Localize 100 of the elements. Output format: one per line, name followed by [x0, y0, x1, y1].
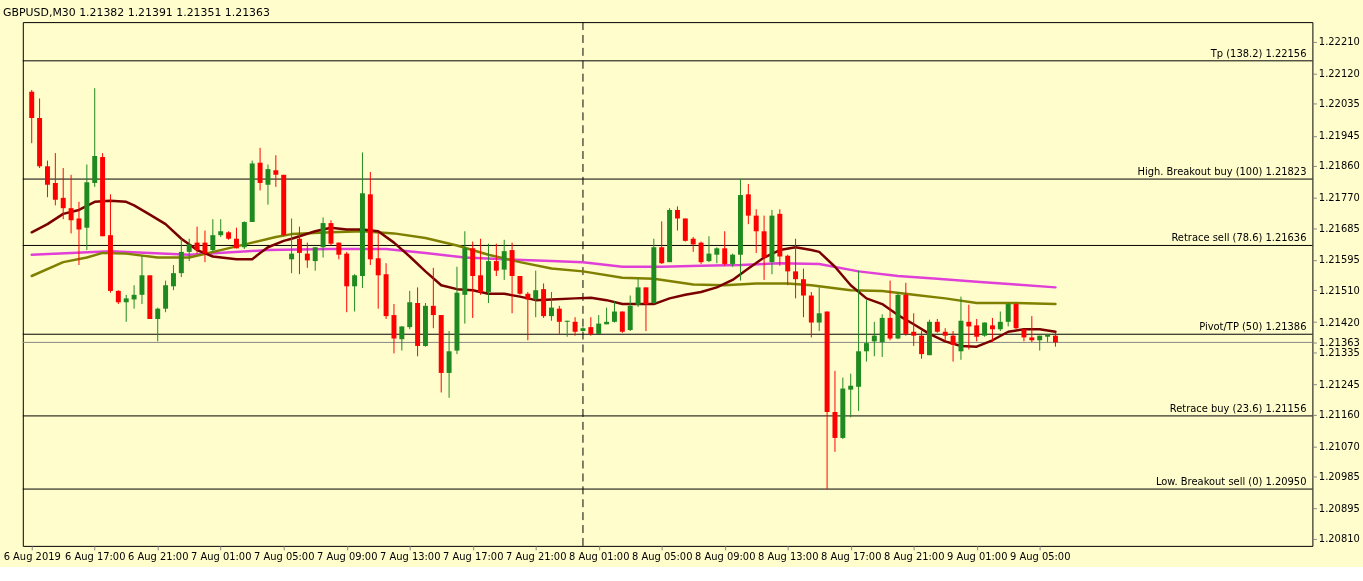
candlestick: [698, 241, 704, 265]
candlestick: [722, 230, 728, 267]
y-tick-label: 1.21363: [1318, 336, 1360, 348]
candlestick: [1005, 302, 1011, 327]
candlestick: [848, 373, 854, 418]
y-tick-label: 1.21245: [1318, 378, 1360, 390]
candlestick: [304, 242, 310, 269]
candlestick: [974, 318, 980, 342]
y-tick-label: 1.22210: [1318, 36, 1360, 48]
ref-line-label: Retrace sell (78.6) 1.21636: [1171, 232, 1307, 244]
x-tick-label: 8 Aug 21:00: [883, 551, 945, 563]
candlestick: [572, 316, 578, 337]
candlestick: [800, 268, 806, 318]
candlestick: [493, 243, 499, 277]
x-tick-label: 8 Aug 05:00: [631, 551, 693, 563]
candlestick: [643, 286, 649, 332]
candlestick: [265, 164, 271, 206]
candlestick: [478, 238, 484, 296]
candlestick: [674, 205, 680, 232]
y-tick-label: 1.20810: [1318, 533, 1360, 545]
x-tick-label: 7 Aug 17:00: [442, 551, 504, 563]
candlestick: [548, 291, 554, 322]
y-tick-label: 1.21685: [1318, 222, 1360, 234]
candlestick: [863, 299, 869, 363]
candlestick: [588, 316, 594, 337]
y-tick-label: 1.21770: [1318, 192, 1360, 204]
candlestick: [170, 264, 176, 291]
candlestick: [352, 273, 358, 313]
candlestick: [163, 280, 169, 313]
candlestick: [659, 220, 665, 265]
candlestick: [1029, 315, 1035, 343]
y-tick-label: 1.22120: [1318, 68, 1360, 80]
candlestick: [596, 314, 602, 335]
candlestick: [446, 330, 452, 399]
candlestick: [155, 307, 161, 342]
candlestick: [911, 312, 917, 347]
y-tick-label: 1.21945: [1318, 130, 1360, 142]
candlestick: [745, 183, 751, 225]
candlestick: [391, 303, 397, 354]
candlestick: [564, 320, 570, 338]
candlestick: [816, 286, 822, 332]
ref-line-label: Low. Breakout sell (0) 1.20950: [1155, 476, 1307, 488]
candlestick: [186, 238, 192, 262]
x-tick-label: 7 Aug 13:00: [379, 551, 441, 563]
x-tick-label: 7 Aug 05:00: [253, 551, 315, 563]
candlestick: [635, 278, 641, 308]
candlestick: [257, 147, 263, 191]
candlestick: [430, 267, 436, 329]
y-tick-label: 1.20985: [1318, 471, 1360, 483]
candlestick: [312, 246, 318, 272]
candlestick: [44, 160, 50, 198]
candlestick: [60, 167, 66, 220]
candlestick: [202, 230, 208, 263]
candlestick: [68, 174, 74, 234]
x-tick-label: 6 Aug 2019: [3, 551, 61, 563]
x-tick-label: 7 Aug 21:00: [505, 551, 567, 563]
candlestick: [919, 330, 925, 360]
candlestick: [194, 226, 200, 255]
candlestick: [399, 325, 405, 352]
x-tick-label: 8 Aug 13:00: [757, 551, 819, 563]
y-tick-label: 1.20895: [1318, 503, 1360, 515]
x-tick-label: 9 Aug 05:00: [1009, 551, 1071, 563]
x-tick-label: 8 Aug 17:00: [820, 551, 882, 563]
candlestick: [682, 217, 688, 243]
candlestick: [296, 226, 302, 275]
candlestick: [375, 232, 381, 310]
candlestick: [611, 300, 617, 324]
y-tick-label: 1.21595: [1318, 254, 1360, 266]
candlestick: [178, 238, 184, 278]
candlestick: [887, 280, 893, 341]
candlestick: [785, 254, 791, 286]
x-tick-label: 6 Aug 17:00: [64, 551, 126, 563]
x-tick-label: 6 Aug 21:00: [127, 551, 189, 563]
chart-title: GBPUSD,M30 1.21382 1.21391 1.21351 1.21363: [3, 5, 270, 19]
candlestick: [997, 311, 1003, 332]
candlestick: [123, 294, 129, 323]
y-tick-label: 1.21510: [1318, 284, 1360, 296]
candlestick: [989, 317, 995, 343]
candlestick: [950, 330, 956, 363]
candlestick: [517, 275, 523, 296]
y-tick-label: 1.22035: [1318, 98, 1360, 110]
x-tick-label: 7 Aug 09:00: [316, 551, 378, 563]
line-series: [30, 247, 1057, 289]
candlestick: [753, 208, 759, 254]
candlestick: [706, 235, 712, 263]
candlestick: [501, 239, 507, 281]
ref-line-label: Pivot/TP (50) 1.21386: [1199, 321, 1307, 333]
candlestick: [139, 255, 145, 305]
line-series: [30, 199, 1057, 348]
ref-line-label: High. Breakout buy (100) 1.21823: [1137, 166, 1307, 178]
x-tick-label: 8 Aug 09:00: [694, 551, 756, 563]
x-tick-label: 7 Aug 01:00: [190, 551, 252, 563]
y-tick-label: 1.21420: [1318, 316, 1360, 328]
x-tick-label: 8 Aug 01:00: [568, 551, 630, 563]
candlestick: [52, 152, 58, 206]
y-tick-label: 1.21070: [1318, 440, 1360, 452]
candlestick: [210, 218, 216, 253]
x-tick-label: 9 Aug 01:00: [946, 551, 1008, 563]
ref-line-label: Tp (138.2) 1.22156: [1209, 47, 1307, 59]
candlestick: [273, 154, 279, 188]
